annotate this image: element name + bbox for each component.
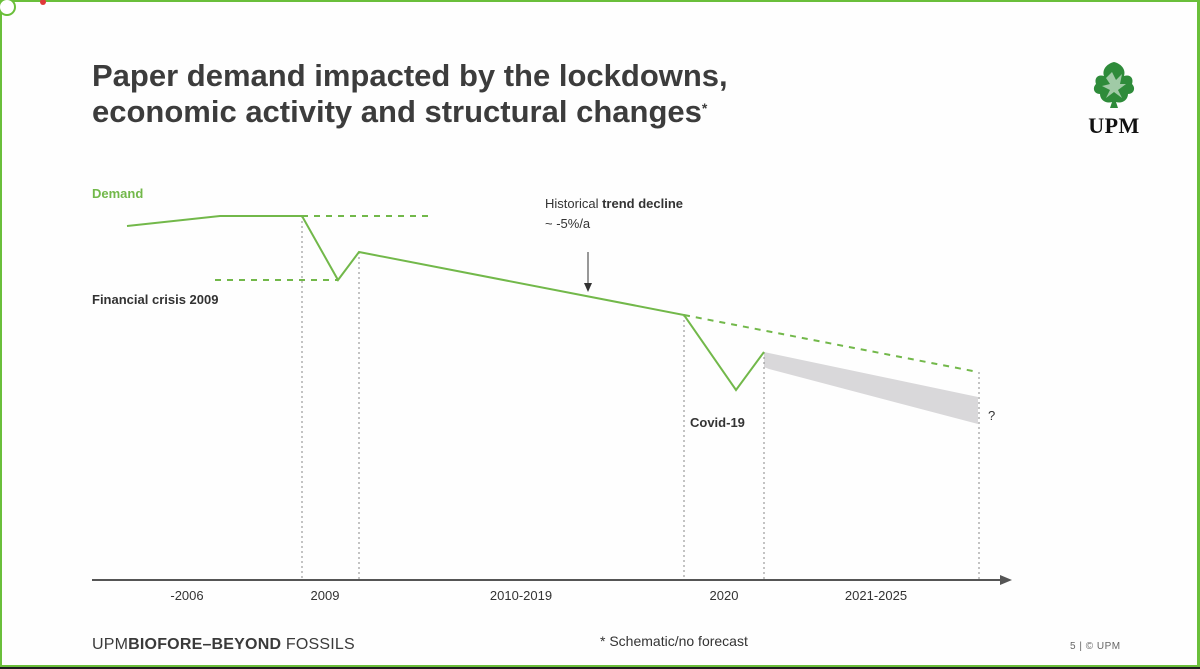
covid-label: Covid-19 [690,415,745,430]
footer-brand-prefix: UPM [92,636,129,653]
logo-text: UPM [1088,113,1140,138]
category-label: 2021-2025 [845,588,907,603]
trend-continuation-dashed-line [683,314,979,373]
slide-title: Paper demand impacted by the lockdowns, … [92,58,728,130]
title-line-1: Paper demand impacted by the lockdowns, [92,58,728,93]
footer-brand: UPMBIOFORE–BEYOND FOSSILS [92,636,355,654]
trend-label-prefix: Historical [545,196,602,211]
footer-brand-bold: BIOFORE–BEYOND [128,636,282,653]
title-footnote-marker: * [701,100,708,116]
forecast-range-band [764,352,978,424]
trend-rate-label: ~ -5%/a [545,216,591,231]
window-control-icon[interactable] [0,0,16,16]
question-mark-label: ? [988,408,995,423]
trend-label-bold: trend decline [602,196,683,211]
griffin-icon [1093,62,1135,108]
category-label: 2010-2019 [490,588,552,603]
footer-brand-suffix: FOSSILS [281,636,355,653]
title-line-2-text: economic activity and structural changes [92,94,702,129]
x-axis-arrow-icon [1000,575,1012,585]
category-label: 2009 [311,588,340,603]
financial-crisis-label: Financial crisis 2009 [92,292,218,307]
page-number: 5 | © UPM [1070,641,1121,652]
footer-note: * Schematic/no forecast [600,633,748,649]
category-label: 2020 [710,588,739,603]
trend-decline-label: Historical trend decline [545,196,683,211]
title-line-2: economic activity and structural changes… [92,94,728,130]
trend-arrow-icon [584,283,592,292]
y-axis-label: Demand [92,186,143,201]
upm-logo: UPM [1074,58,1154,139]
category-label: -2006 [170,588,203,603]
demand-line [126,215,765,392]
recording-dot-icon [40,0,46,5]
